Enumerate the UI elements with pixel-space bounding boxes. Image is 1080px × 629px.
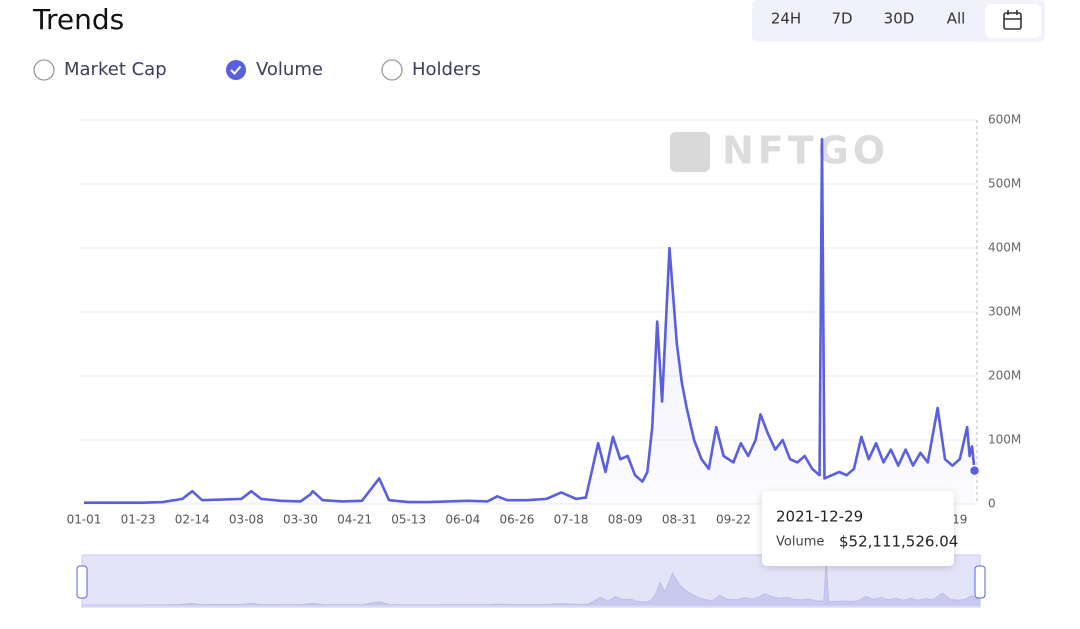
metric-label: Holders: [412, 59, 481, 80]
radio: [33, 59, 55, 81]
y-tick-label: 0: [988, 497, 996, 511]
x-tick-label: 01-23: [121, 513, 156, 527]
metric-option[interactable]: Holders: [381, 59, 481, 81]
x-tick-label: 03-30: [283, 513, 318, 527]
navigator-handle[interactable]: [974, 565, 986, 599]
watermark: NFTGO: [722, 129, 889, 173]
y-tick-label: 600M: [988, 113, 1021, 127]
y-tick-label: 100M: [988, 433, 1021, 447]
line-area: [84, 139, 975, 504]
tooltip-date: 2021-12-29: [776, 508, 863, 526]
line: [84, 137, 976, 505]
tooltip: 2021-12-29 Volume $52,111,526.04: [762, 491, 958, 566]
x-tick-label: 01-01: [67, 513, 102, 527]
range-button[interactable]: 7D: [831, 10, 852, 28]
tooltip-value: $52,111,526.04: [839, 533, 958, 551]
x-tick-label: 06-04: [445, 513, 480, 527]
metric-option[interactable]: Volume: [226, 59, 323, 80]
radio-checked: [226, 60, 246, 80]
page-title: Trends: [32, 3, 124, 36]
tooltip-series: Volume: [776, 535, 824, 550]
watermark-logo: [670, 132, 710, 172]
y-tick-label: 500M: [988, 177, 1021, 191]
metric-label: Volume: [256, 59, 323, 80]
calendar-button[interactable]: [985, 4, 1041, 38]
x-tick-label: 08-09: [608, 513, 643, 527]
y-tick-label: 300M: [988, 305, 1021, 319]
metric-option[interactable]: Market Cap: [33, 59, 167, 81]
navigator-area: [81, 559, 981, 606]
x-tick-label: 02-14: [175, 513, 210, 527]
navigator-handle[interactable]: [76, 565, 88, 599]
x-tick-label: 06-26: [500, 513, 535, 527]
x-tick-label: 08-31: [662, 513, 697, 527]
check-mark: [230, 65, 242, 75]
tooltip-box: [762, 491, 954, 566]
x-tick-label: 07-18: [554, 513, 589, 527]
range-group: [752, 0, 1045, 42]
range-button[interactable]: 30D: [884, 10, 915, 28]
x-tick-label: 09-22: [716, 513, 751, 527]
x-tick-label: 03-08: [229, 513, 264, 527]
range-button[interactable]: All: [947, 10, 966, 28]
y-tick-label: 400M: [988, 241, 1021, 255]
radio: [381, 59, 403, 81]
range-button[interactable]: 24H: [771, 10, 801, 28]
x-tick-label: 04-21: [337, 513, 372, 527]
y-tick-label: 200M: [988, 369, 1021, 383]
calendar-icon: [1003, 10, 1022, 30]
hover-point: [968, 464, 981, 477]
metric-label: Market Cap: [64, 59, 167, 80]
x-tick-label: 05-13: [391, 513, 426, 527]
